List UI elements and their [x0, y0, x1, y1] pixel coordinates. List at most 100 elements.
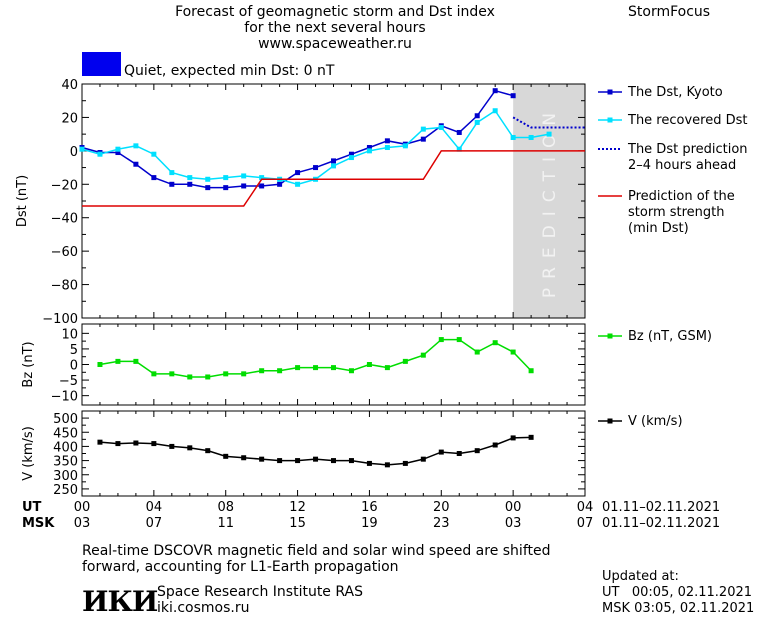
- data-point-bz: [492, 340, 498, 346]
- legend-marker: [607, 89, 613, 95]
- legend-entry: Bz (nT, GSM): [628, 329, 712, 344]
- panel-frame-bz: [81, 323, 586, 406]
- y-tick-label-dst: −80: [51, 279, 78, 294]
- y-axis-label-dst: Dst (nT): [15, 175, 30, 227]
- legend-marker: [607, 418, 613, 424]
- y-tick-label-bz: 10: [61, 327, 78, 342]
- data-point-bz: [187, 374, 193, 380]
- data-point-bz: [528, 368, 534, 374]
- ut-tick-label: 04: [146, 500, 163, 515]
- y-tick-label-bz: −5: [59, 374, 78, 389]
- data-point-bz: [331, 365, 336, 371]
- data-point-dst: [331, 158, 336, 164]
- ut-date-range: 01.11–02.11.2021: [602, 500, 720, 515]
- data-point-dst: [313, 165, 319, 171]
- series-line-dst-prediction: [512, 116, 585, 129]
- status-text: Quiet, expected min Dst: 0 nT: [124, 63, 335, 79]
- msk-axis-label: MSK: [22, 516, 55, 531]
- ut-tick-label: 08: [217, 500, 234, 515]
- msk-tick-label: 19: [361, 516, 378, 531]
- footer-note-line2: forward, accounting for L1-Earth propaga…: [82, 559, 399, 575]
- data-point-dst: [510, 93, 516, 99]
- data-point-dst: [492, 88, 498, 94]
- data-point-dst: [510, 134, 516, 140]
- data-point-v: [510, 435, 516, 441]
- y-tick-label-dst: 0: [70, 145, 78, 160]
- data-point-bz: [133, 358, 139, 364]
- msk-tick-label: 23: [433, 516, 450, 531]
- data-point-bz: [420, 352, 426, 358]
- y-tick-label-v: 350: [53, 455, 78, 470]
- data-point-dst: [384, 138, 390, 144]
- legend-entry: The Dst prediction: [627, 142, 748, 157]
- data-point-dst: [384, 145, 390, 151]
- data-point-dst: [528, 134, 534, 140]
- data-point-dst: [115, 150, 121, 156]
- data-point-bz: [456, 337, 462, 343]
- data-point-v: [402, 460, 408, 466]
- chart-title-line2: for the next several hours: [244, 20, 426, 36]
- ut-tick-label: 00: [505, 500, 522, 515]
- data-point-bz: [348, 368, 354, 374]
- ut-tick-label: 00: [74, 500, 91, 515]
- data-point-dst: [97, 151, 103, 157]
- legend-entry: V (km/s): [628, 414, 683, 429]
- prediction-label: PREDICTION: [540, 104, 560, 298]
- y-tick-label-v: 450: [53, 426, 78, 441]
- institute-url[interactable]: iki.cosmos.ru: [157, 600, 250, 616]
- data-point-dst: [169, 181, 175, 187]
- data-point-dst: [438, 124, 444, 130]
- data-point-dst: [79, 146, 85, 152]
- legend-marker: [607, 117, 613, 123]
- data-point-dst: [169, 170, 175, 176]
- data-point-v: [151, 441, 157, 447]
- data-point-bz: [169, 371, 175, 377]
- y-tick-label-v: 300: [53, 469, 78, 484]
- data-point-v: [474, 448, 480, 454]
- msk-tick-label: 11: [217, 516, 234, 531]
- data-point-dst: [456, 129, 462, 135]
- data-point-dst: [115, 146, 121, 152]
- data-point-dst: [366, 145, 372, 151]
- data-point-dst: [151, 175, 157, 181]
- y-tick-label-dst: 40: [61, 78, 78, 93]
- data-point-v: [295, 458, 301, 464]
- series-line-min-dst: [82, 150, 585, 207]
- data-point-v: [456, 451, 462, 456]
- data-point-bz: [277, 368, 283, 374]
- data-point-v: [205, 448, 211, 454]
- data-point-dst: [295, 170, 301, 176]
- chart-title-line1: Forecast of geomagnetic storm and Dst in…: [175, 4, 495, 20]
- y-tick-label-v: 400: [53, 440, 78, 455]
- data-point-bz: [510, 349, 516, 355]
- website-link[interactable]: www.spaceweather.ru: [258, 36, 412, 52]
- legend-entry-line2: storm strength: [628, 205, 725, 220]
- data-point-v: [277, 458, 283, 464]
- data-point-dst: [420, 136, 426, 142]
- ut-tick-label: 04: [577, 500, 594, 515]
- y-tick-label-bz: 5: [70, 343, 78, 358]
- data-point-dst: [259, 175, 265, 181]
- data-point-dst: [331, 163, 336, 169]
- data-point-dst: [348, 151, 354, 157]
- y-tick-label-v: 500: [53, 412, 78, 427]
- legend-entry: The Dst, Kyoto: [627, 85, 723, 100]
- brand-label: StormFocus: [628, 4, 711, 20]
- data-point-v: [492, 442, 498, 448]
- data-point-bz: [259, 368, 265, 374]
- data-point-dst: [348, 155, 354, 161]
- data-point-v: [187, 445, 193, 451]
- data-point-v: [115, 441, 121, 447]
- y-tick-label-bz: −10: [51, 390, 78, 405]
- data-point-bz: [366, 362, 372, 367]
- msk-tick-label: 03: [74, 516, 91, 531]
- iki-logo: ИКИ: [82, 585, 158, 618]
- data-point-dst: [474, 113, 480, 119]
- y-tick-label-v: 250: [53, 483, 78, 498]
- data-point-dst: [187, 181, 193, 187]
- msk-tick-label: 07: [146, 516, 163, 531]
- data-point-v: [259, 456, 265, 462]
- ut-tick-label: 12: [289, 500, 306, 515]
- data-point-v: [97, 439, 103, 445]
- data-point-dst: [295, 181, 301, 187]
